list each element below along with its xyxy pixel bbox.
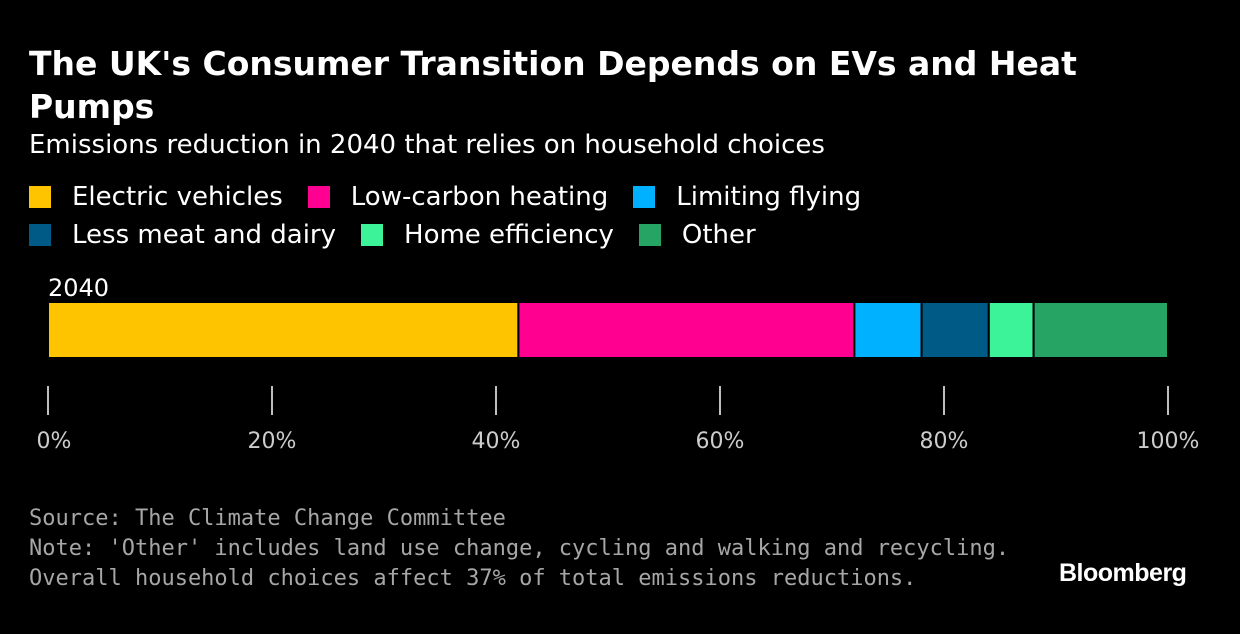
legend-item-limiting-flying: Limiting flying: [633, 181, 861, 213]
x-tick-label: 80%: [920, 429, 969, 454]
bar-segment-less-meat-and-dairy: [920, 301, 990, 359]
legend-item-home-efficiency: Home efficiency: [361, 219, 614, 251]
x-tick-label: 60%: [696, 429, 745, 454]
legend-item-low-carbon-heating: Low-carbon heating: [307, 181, 609, 213]
legend-item-less-meat-and-dairy: Less meat and dairy: [29, 219, 336, 251]
note-line-1: Note: 'Other' includes land use change, …: [29, 536, 1010, 561]
legend-label-electric-vehicles: Electric vehicles: [72, 182, 283, 212]
legend-label-limiting-flying: Limiting flying: [676, 182, 862, 212]
x-tick-label: 100%: [1137, 429, 1200, 454]
x-tick-label: 20%: [248, 429, 297, 454]
x-tick-label: 40%: [472, 429, 521, 454]
note-line-2: Overall household choices affect 37% of …: [29, 566, 917, 591]
bar-segment-home-efficiency: [987, 301, 1035, 359]
legend-label-less-meat-and-dairy: Less meat and dairy: [72, 220, 337, 250]
source-text: Source: The Climate Change Committee: [29, 506, 506, 531]
chart-footer: Source: The Climate Change Committee Not…: [29, 504, 1009, 594]
stacked-bar-chart: 2040 0% 20% 40% 60% 80% 100%: [37, 274, 1200, 454]
legend-swatch-less-meat-and-dairy: [29, 224, 51, 246]
category-label: 2040: [48, 274, 109, 302]
bar-segment-low-carbon-heating: [517, 301, 856, 359]
x-tick-label: 0%: [37, 429, 72, 454]
bar-segment-limiting-flying: [853, 301, 923, 359]
bloomberg-logo: Bloomberg: [1059, 559, 1187, 587]
legend-row: Less meat and dairy Home efficiency Othe…: [29, 216, 1179, 254]
legend-item-electric-vehicles: Electric vehicles: [29, 181, 283, 213]
legend-label-low-carbon-heating: Low-carbon heating: [350, 182, 609, 212]
legend-swatch-other: [638, 224, 661, 246]
legend-swatch-limiting-flying: [633, 186, 656, 208]
bar-segment-other: [1032, 301, 1169, 359]
legend-swatch-electric-vehicles: [29, 186, 51, 208]
legend-row: Electric vehicles Low-carbon heating Lim…: [29, 178, 1179, 216]
legend-label-other: Other: [681, 220, 756, 250]
chart-subtitle: Emissions reduction in 2040 that relies …: [29, 130, 825, 160]
legend-label-home-efficiency: Home efficiency: [404, 220, 614, 250]
legend-item-other: Other: [638, 219, 756, 251]
chart-title: The UK's Consumer Transition Depends on …: [29, 44, 1077, 126]
bar-segment-electric-vehicles: [47, 301, 520, 359]
legend-swatch-home-efficiency: [361, 224, 384, 246]
legend: Electric vehicles Low-carbon heating Lim…: [29, 178, 1179, 254]
legend-swatch-low-carbon-heating: [307, 186, 330, 208]
